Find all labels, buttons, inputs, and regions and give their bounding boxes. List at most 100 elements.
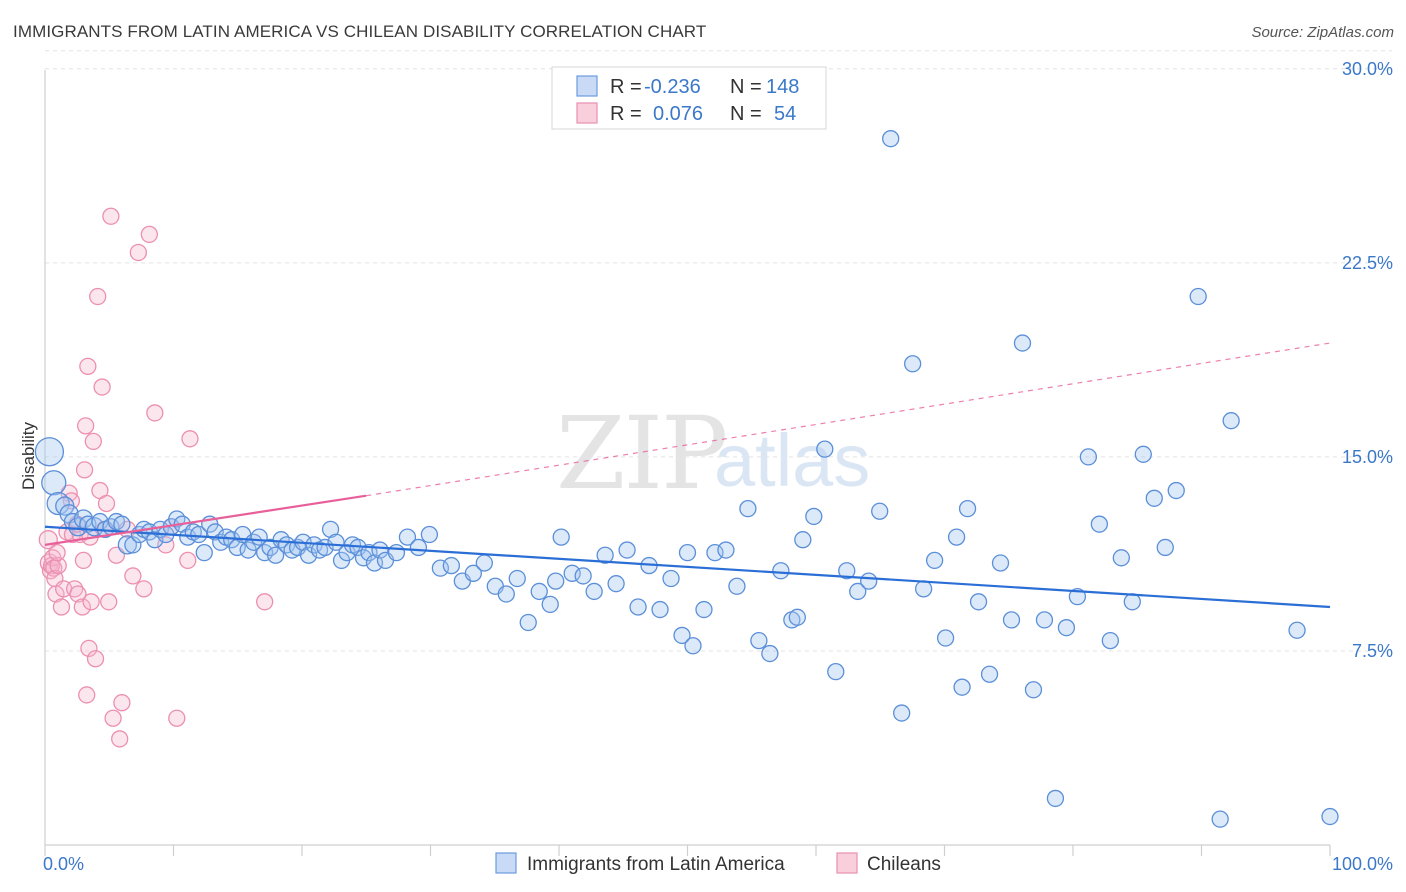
latin-america-point xyxy=(849,582,867,601)
chileans-point xyxy=(69,585,87,603)
latin-america-point xyxy=(838,562,856,580)
watermark: ZIP atlas xyxy=(556,395,870,512)
latin-america-point xyxy=(266,546,285,564)
latin-america-point xyxy=(739,500,757,518)
latin-america-point xyxy=(651,600,669,619)
chileans-point xyxy=(146,404,164,422)
legend-n-value-2: 54 xyxy=(774,103,796,125)
chileans-point xyxy=(84,432,102,451)
latin-america-point xyxy=(1123,593,1141,611)
x-tick-label-min: 0.0% xyxy=(43,854,84,874)
chileans-point xyxy=(168,709,186,727)
latin-america-point xyxy=(695,600,713,619)
latin-america-point xyxy=(903,355,922,373)
y-tick-label: 15.0% xyxy=(1342,447,1393,467)
chileans-point xyxy=(181,430,199,448)
latin-america-point xyxy=(629,598,647,616)
latin-america-point xyxy=(1145,489,1163,507)
chileans-point xyxy=(89,287,107,306)
trend-line-latin-america xyxy=(44,525,1331,609)
latin-america-point xyxy=(371,541,389,559)
latin-america-point xyxy=(980,665,999,683)
latin-america-point xyxy=(409,538,428,557)
chileans-point xyxy=(140,225,158,244)
watermark-atlas: atlas xyxy=(714,419,870,502)
legend-swatch-pink xyxy=(576,102,598,124)
chileans-point xyxy=(256,593,274,611)
latin-america-point xyxy=(871,502,889,520)
latin-america-point xyxy=(936,629,955,647)
series-chileans-points xyxy=(38,207,274,748)
latin-america-point xyxy=(1134,445,1152,463)
latin-america-point xyxy=(761,644,779,663)
latin-america-point xyxy=(508,569,526,588)
trend-lines xyxy=(44,342,1331,609)
latin-america-point xyxy=(206,523,224,541)
chileans-point xyxy=(179,551,197,570)
latin-america-point xyxy=(190,525,208,544)
legend-r-label-1: R = xyxy=(610,76,642,98)
watermark-zip: ZIP xyxy=(556,395,726,512)
latin-america-point xyxy=(360,543,378,562)
latin-america-point xyxy=(41,470,67,496)
latin-america-point xyxy=(706,543,724,562)
y-tick-label: 22.5% xyxy=(1342,253,1393,273)
latin-america-point xyxy=(1090,515,1109,533)
latin-america-point xyxy=(530,582,548,601)
latin-america-point xyxy=(1046,789,1065,808)
latin-america-point xyxy=(1002,611,1021,629)
latin-america-point xyxy=(1288,621,1306,639)
latin-america-point xyxy=(728,577,746,595)
x-tick-label-max: 100.0% xyxy=(1332,854,1393,874)
latin-america-point xyxy=(146,531,164,549)
source-label: Source: ZipAtlas.com xyxy=(1251,24,1394,41)
chileans-point xyxy=(76,417,95,435)
chileans-point xyxy=(100,593,118,611)
y-tick-label: 7.5% xyxy=(1352,641,1393,661)
latin-america-point xyxy=(1024,681,1043,699)
latin-america-point xyxy=(662,569,680,588)
latin-america-point xyxy=(596,546,614,564)
chileans-point xyxy=(124,567,142,585)
latin-america-point xyxy=(547,572,565,590)
latin-america-point xyxy=(860,572,878,590)
latin-america-point xyxy=(1112,549,1130,567)
latin-america-point xyxy=(882,130,900,148)
latin-america-point xyxy=(585,582,603,601)
latin-america-point xyxy=(442,556,461,575)
latin-america-point xyxy=(46,491,70,516)
grid-lines xyxy=(45,50,1392,652)
chileans-point xyxy=(102,207,120,225)
chileans-point xyxy=(135,580,153,598)
chileans-point xyxy=(93,378,111,396)
legend-r-value-2: 0.076 xyxy=(653,103,703,125)
chileans-point xyxy=(49,556,67,575)
latin-america-point xyxy=(925,551,944,570)
latin-america-point xyxy=(953,678,971,696)
latin-america-point xyxy=(398,528,417,546)
legend-n-label-2: N = xyxy=(730,103,762,125)
latin-america-point xyxy=(1211,810,1229,828)
latin-america-point xyxy=(574,567,592,585)
y-axis-tick-labels: 7.5% 15.0% 22.5% 30.0% xyxy=(1342,59,1393,661)
latin-america-point xyxy=(1321,807,1339,826)
latin-america-point xyxy=(750,631,768,650)
latin-america-point xyxy=(991,554,1010,572)
latin-america-point xyxy=(1068,587,1087,606)
chileans-point xyxy=(74,551,93,570)
latin-america-point xyxy=(1156,538,1174,557)
chileans-point xyxy=(129,243,148,262)
legend-swatch-blue xyxy=(576,75,598,97)
latin-america-point xyxy=(475,554,493,572)
chileans-point xyxy=(104,709,122,727)
chileans-point xyxy=(86,650,105,668)
y-tick-label: 30.0% xyxy=(1342,59,1393,79)
latin-america-point xyxy=(772,562,790,580)
trend-line-chileans xyxy=(44,494,367,546)
y-axis-label: Disability xyxy=(19,421,38,490)
chileans-point xyxy=(75,461,94,479)
latin-america-point xyxy=(1101,631,1119,650)
latin-america-point xyxy=(124,536,142,554)
legend-n-label-1: N = xyxy=(730,76,762,98)
